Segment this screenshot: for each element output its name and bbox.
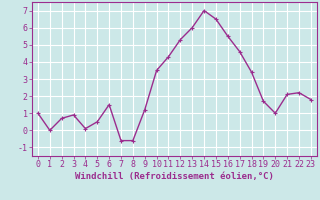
- X-axis label: Windchill (Refroidissement éolien,°C): Windchill (Refroidissement éolien,°C): [75, 172, 274, 181]
